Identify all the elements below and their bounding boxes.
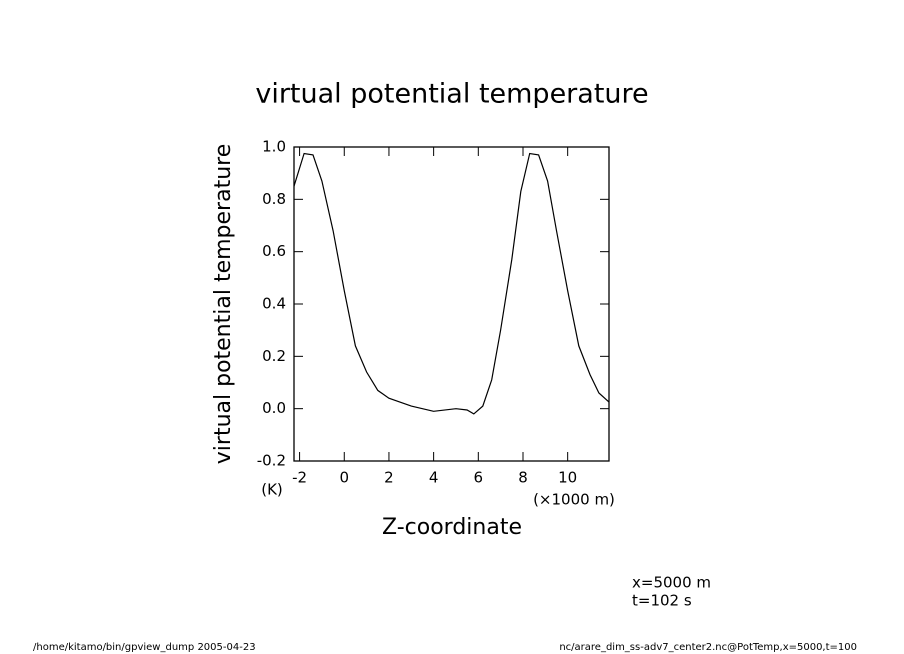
- chart-title: virtual potential temperature: [255, 79, 648, 110]
- annotation: t=102 s: [632, 592, 692, 610]
- x-tick-label: 8: [518, 469, 528, 487]
- x-axis-unit: (×1000 m): [533, 491, 615, 509]
- annotation: x=5000 m: [632, 574, 711, 592]
- y-axis-label: virtual potential temperature: [211, 144, 236, 464]
- x-axis-label: Z-coordinate: [382, 515, 522, 540]
- footer: nc/arare_dim_ss-adv7_center2.nc@PotTemp,…: [559, 642, 857, 653]
- plot-frame: [293, 146, 610, 462]
- y-axis-unit: (K): [261, 481, 283, 499]
- x-tick-label: 6: [474, 469, 484, 487]
- y-tick-label: -0.2: [257, 452, 286, 470]
- y-tick-label: 1.0: [262, 138, 286, 156]
- data-line: [293, 152, 610, 415]
- y-tick-label: 0.2: [262, 347, 286, 365]
- y-tick-label: 0.8: [262, 190, 286, 208]
- footer: /home/kitamo/bin/gpview_dump 2005-04-23: [33, 642, 256, 653]
- x-tick-label: 10: [558, 469, 577, 487]
- x-tick-label: 4: [429, 469, 439, 487]
- x-tick-label: -2: [292, 469, 307, 487]
- x-tick-label: 0: [339, 469, 349, 487]
- x-tick-label: 2: [384, 469, 394, 487]
- y-tick-label: 0.6: [262, 242, 286, 260]
- y-tick-label: 0.0: [262, 399, 286, 417]
- y-tick-label: 0.4: [262, 295, 286, 313]
